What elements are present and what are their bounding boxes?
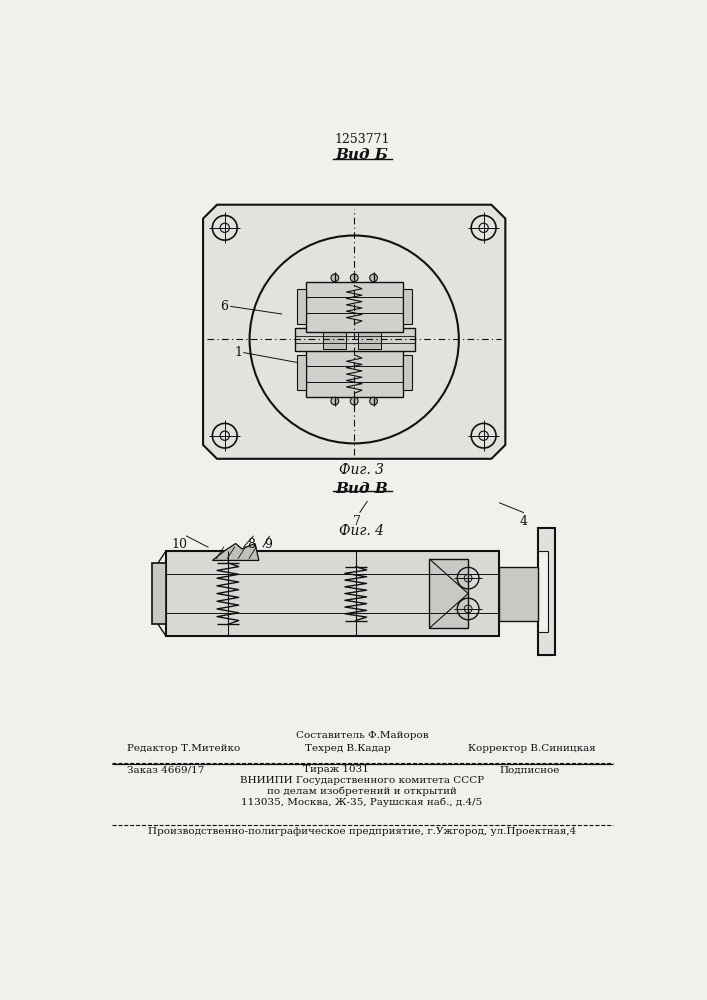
Bar: [152, 563, 166, 624]
Bar: [403, 289, 412, 324]
Bar: [306, 347, 403, 397]
Text: Фиг. 3: Фиг. 3: [339, 463, 385, 477]
Circle shape: [351, 274, 358, 282]
Text: 8: 8: [247, 538, 255, 551]
Text: Заказ 4669/17: Заказ 4669/17: [127, 766, 204, 774]
Text: 1253771: 1253771: [334, 133, 390, 146]
Bar: [538, 528, 555, 655]
Text: 1: 1: [234, 346, 242, 359]
Bar: [403, 355, 412, 389]
Bar: [297, 289, 306, 324]
Polygon shape: [203, 205, 506, 459]
Ellipse shape: [250, 235, 459, 443]
Text: ВНИИПИ Государственного комитета СССР: ВНИИПИ Государственного комитета СССР: [240, 776, 484, 785]
Text: 9: 9: [264, 538, 272, 551]
Text: по делам изобретений и открытий: по делам изобретений и открытий: [267, 787, 457, 796]
Text: Производственно-полиграфическое предприятие, г.Ужгород, ул.Проектная,4: Производственно-полиграфическое предприя…: [148, 827, 576, 836]
Circle shape: [331, 274, 339, 282]
Text: Техред В.Кадар: Техред В.Кадар: [305, 744, 391, 753]
Text: 7: 7: [354, 515, 361, 528]
Bar: [499, 567, 538, 620]
Text: 113035, Москва, Ж-35, Раушская наб., д.4/5: 113035, Москва, Ж-35, Раушская наб., д.4…: [241, 797, 483, 807]
Text: Тираж 1031: Тираж 1031: [303, 766, 369, 774]
Polygon shape: [212, 544, 259, 560]
Text: Подписное: Подписное: [499, 766, 559, 774]
Text: Вид В: Вид В: [336, 482, 388, 496]
Text: 4: 4: [520, 515, 528, 528]
Text: Вид Б: Вид Б: [336, 148, 388, 162]
Bar: [538, 551, 548, 632]
Circle shape: [370, 274, 378, 282]
Text: 10: 10: [172, 538, 188, 551]
Bar: [166, 551, 499, 636]
Circle shape: [351, 397, 358, 405]
Text: Редактор Т.Митейко: Редактор Т.Митейко: [127, 744, 240, 753]
Bar: [323, 330, 346, 349]
Bar: [297, 355, 306, 389]
Text: Фиг. 4: Фиг. 4: [339, 524, 385, 538]
Bar: [429, 559, 468, 628]
Bar: [358, 330, 381, 349]
Circle shape: [370, 397, 378, 405]
Text: Составитель Ф.Майоров: Составитель Ф.Майоров: [296, 731, 428, 740]
Text: 6: 6: [220, 300, 228, 313]
Bar: [306, 282, 403, 332]
Bar: [295, 328, 414, 351]
Text: Корректор В.Синицкая: Корректор В.Синицкая: [468, 744, 596, 753]
Circle shape: [331, 397, 339, 405]
